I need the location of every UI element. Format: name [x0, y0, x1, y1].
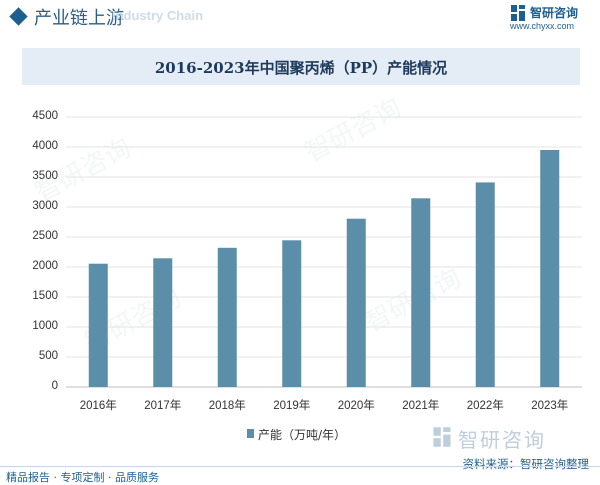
brand-logo: 智研咨询 www.chyxx.com [510, 4, 588, 32]
bar [346, 218, 366, 387]
y-tick-label: 500 [38, 350, 58, 362]
x-tick-label: 2016年 [79, 400, 117, 412]
x-tick-label: 2023年 [531, 400, 569, 412]
y-tick-label: 4500 [32, 110, 58, 122]
y-tick-label: 1000 [32, 320, 58, 332]
bar [540, 150, 560, 387]
brand-logo-icon [511, 5, 525, 21]
x-tick-label: 2022年 [466, 400, 504, 412]
bar [153, 258, 173, 387]
brand-watermark-text: 智研咨询 [458, 428, 546, 452]
x-tick-label: 2021年 [402, 400, 440, 412]
x-tick-label: 2019年 [273, 400, 311, 412]
x-tick-label: 2020年 [337, 400, 375, 412]
bar [475, 182, 495, 387]
brand-watermark-icon [433, 427, 451, 447]
section-title: 产业链上游 [34, 8, 124, 29]
y-tick-label: 4000 [32, 140, 58, 152]
brand-url: www.chyxx.com [510, 21, 575, 31]
x-tick-label: 2018年 [208, 400, 246, 412]
y-tick-label: 2000 [32, 260, 58, 272]
bar [217, 247, 237, 387]
y-tick-label: 3000 [32, 200, 58, 212]
footer-tagline: 精品报告 · 专项定制 · 品质服务 [6, 471, 159, 484]
bar [411, 198, 431, 387]
footer-divider [0, 466, 600, 467]
chart-title-band: 2016-2023年中国聚丙烯（PP）产能情况 [22, 48, 580, 85]
bar [88, 263, 108, 387]
bar [282, 240, 302, 387]
chart-title: 2016-2023年中国聚丙烯（PP）产能情况 [154, 59, 448, 77]
section-subtitle-shadow: Industry Chain [112, 8, 204, 23]
brand-name: 智研咨询 [530, 6, 579, 20]
y-tick-label: 2500 [32, 230, 58, 242]
y-tick-label: 1500 [32, 290, 58, 302]
y-tick-label: 3500 [32, 170, 58, 182]
y-tick-label: 0 [51, 380, 58, 392]
x-tick-label: 2017年 [144, 400, 182, 412]
legend-label: 产能（万吨/年） [258, 428, 347, 442]
legend-swatch [247, 429, 254, 438]
data-source: 资料来源：智研咨询整理 [462, 457, 590, 471]
section-header: 产业链上游 Industry Chain 智研咨询 www.chyxx.com [0, 0, 600, 33]
